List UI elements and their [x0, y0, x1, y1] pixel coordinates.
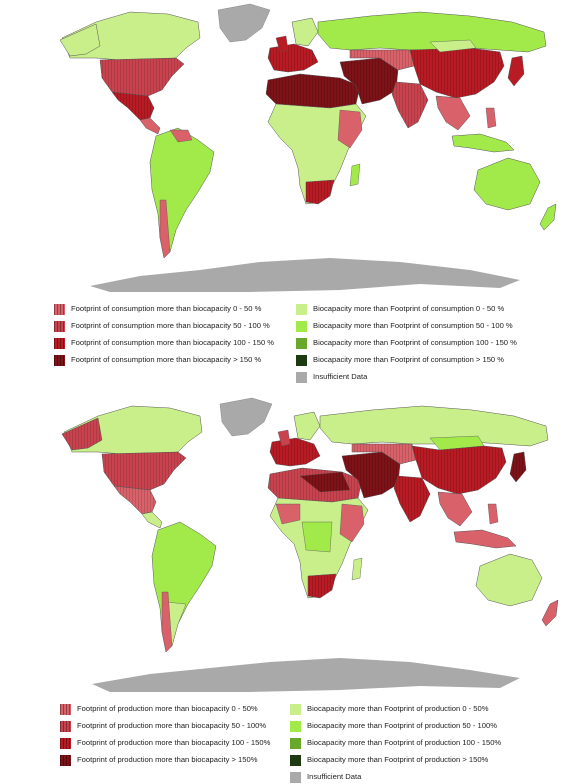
legend-item: Biocapacity more than Footprint of consu…	[296, 353, 504, 367]
south-america	[151, 521, 217, 653]
japan	[507, 55, 525, 87]
chile	[161, 591, 173, 653]
legend-item: Biocapacity more than Footprint of produ…	[290, 753, 488, 767]
legend-label: Biocapacity more than Footprint of produ…	[307, 738, 502, 747]
production-map	[61, 397, 559, 692]
scandinavia	[291, 17, 319, 47]
uk	[275, 35, 289, 53]
south-america	[149, 127, 215, 259]
greenland	[217, 3, 271, 43]
legend-label: Insufficient Data	[307, 772, 362, 781]
uk	[277, 429, 291, 447]
russia	[317, 11, 547, 53]
central-america	[139, 117, 161, 135]
legend-item: Insufficient Data	[296, 370, 367, 384]
central-america	[141, 511, 163, 529]
legend-swatch	[290, 754, 301, 766]
legend-item: Footprint of production more than biocap…	[60, 719, 266, 733]
legend-label: Biocapacity more than Footprint of consu…	[313, 355, 505, 364]
russia	[319, 405, 549, 447]
legend-item: Footprint of consumption more than bioca…	[54, 336, 274, 350]
legend-label: Biocapacity more than Footprint of consu…	[313, 338, 517, 347]
legend-swatch	[290, 720, 301, 732]
west-africa	[275, 503, 301, 525]
venezuela	[169, 129, 193, 143]
legend-item: Footprint of consumption more than bioca…	[54, 353, 261, 367]
legend-swatch	[296, 371, 307, 383]
legend-label: Footprint of production more than biocap…	[77, 755, 258, 764]
legend-item: Footprint of production more than biocap…	[60, 702, 258, 716]
legend-item: Footprint of consumption more than bioca…	[54, 302, 261, 316]
philippines	[485, 107, 497, 129]
legend-item: Biocapacity more than Footprint of produ…	[290, 736, 501, 750]
legend-label: Biocapacity more than Footprint of produ…	[307, 755, 489, 764]
legend-label: Footprint of production more than biocap…	[77, 704, 258, 713]
legend-swatch	[54, 303, 65, 315]
legend-item: Biocapacity more than Footprint of consu…	[296, 319, 513, 333]
greenland	[219, 397, 273, 437]
chile	[159, 199, 171, 259]
legend-item: Footprint of consumption more than bioca…	[54, 319, 270, 333]
consumption-map	[59, 3, 557, 292]
legend-label: Footprint of consumption more than bioca…	[71, 304, 262, 313]
madagascar	[349, 163, 361, 187]
legend-label: Biocapacity more than Footprint of produ…	[307, 721, 497, 730]
legend-swatch	[290, 737, 301, 749]
legend-label: Biocapacity more than Footprint of consu…	[313, 321, 513, 330]
alaska	[59, 23, 101, 57]
australia	[473, 157, 541, 211]
central-africa	[301, 521, 333, 553]
madagascar	[351, 557, 363, 581]
legend-label: Footprint of consumption more than bioca…	[71, 321, 270, 330]
philippines	[487, 503, 499, 525]
legend-label: Footprint of production more than biocap…	[77, 738, 271, 747]
legend-label: Footprint of consumption more than bioca…	[71, 355, 262, 364]
new-zealand	[539, 203, 557, 231]
production-panel: Footprint of production more than biocap…	[0, 392, 578, 784]
legend-item: Biocapacity more than Footprint of consu…	[296, 302, 504, 316]
east-africa	[337, 109, 363, 149]
legend-swatch	[60, 703, 71, 715]
antarctica	[90, 258, 520, 292]
southeast-asia	[435, 95, 471, 131]
legend-label: Biocapacity more than Footprint of consu…	[313, 304, 505, 313]
legend-swatch	[54, 337, 65, 349]
legend-swatch	[290, 703, 301, 715]
legend-label: Footprint of consumption more than bioca…	[71, 338, 275, 347]
legend-swatch	[60, 754, 71, 766]
mongolia	[429, 39, 477, 53]
legend-label: Insufficient Data	[313, 372, 368, 381]
consumption-panel: Footprint of consumption more than bioca…	[54, 3, 557, 384]
legend-swatch	[296, 320, 307, 332]
legend-item: Footprint of production more than biocap…	[60, 753, 257, 767]
scandinavia	[293, 411, 321, 441]
legend-label: Footprint of production more than biocap…	[77, 721, 267, 730]
indonesia	[451, 133, 515, 153]
antarctica	[92, 658, 520, 692]
indonesia	[453, 529, 517, 549]
new-zealand	[541, 599, 559, 627]
legend-item: Biocapacity more than Footprint of produ…	[290, 719, 497, 733]
legend-swatch	[296, 354, 307, 366]
legend-swatch	[290, 771, 301, 783]
legend-item: Footprint of production more than biocap…	[60, 736, 270, 750]
legend-swatch	[54, 320, 65, 332]
legend-swatch	[296, 303, 307, 315]
legend-item: Biocapacity more than Footprint of consu…	[296, 336, 517, 350]
east-africa	[339, 503, 365, 543]
legend-item: Insufficient Data	[290, 770, 361, 784]
legend-swatch	[60, 737, 71, 749]
southeast-asia	[437, 491, 473, 527]
legend-swatch	[54, 354, 65, 366]
legend-swatch	[60, 720, 71, 732]
legend-label: Biocapacity more than Footprint of produ…	[307, 704, 489, 713]
legend-item: Biocapacity more than Footprint of produ…	[290, 702, 489, 716]
australia	[475, 553, 543, 607]
legend-swatch	[296, 337, 307, 349]
